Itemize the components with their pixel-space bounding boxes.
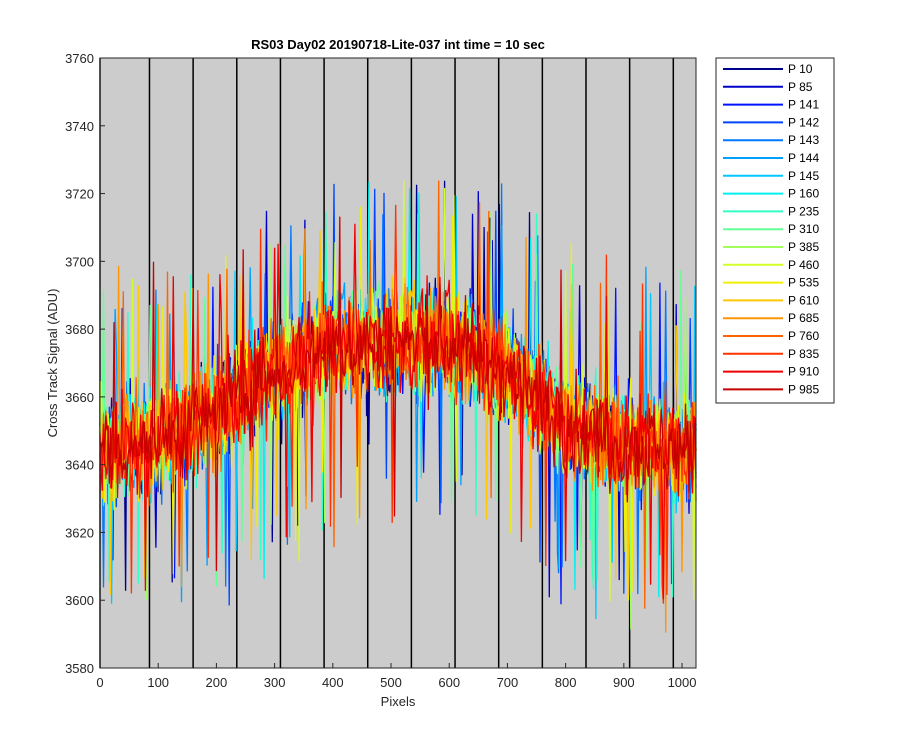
y-tick-label: 3660 [65, 390, 94, 405]
legend-label: P 310 [788, 222, 819, 236]
legend-label: P 535 [788, 276, 819, 290]
x-tick-label: 0 [96, 675, 103, 690]
legend-label: P 142 [788, 115, 819, 129]
y-tick-label: 3640 [65, 458, 94, 473]
legend-label: P 460 [788, 258, 819, 272]
x-tick-label: 700 [497, 675, 519, 690]
legend-label: P 160 [788, 187, 819, 201]
x-tick-label: 600 [438, 675, 460, 690]
x-tick-label: 100 [147, 675, 169, 690]
y-tick-label: 3720 [65, 187, 94, 202]
x-axis-ticks: 0 100 200 300 400 500 600 700 800 900 1000 [96, 663, 696, 690]
legend-label: P 835 [788, 347, 819, 361]
legend-label: P 85 [788, 80, 813, 94]
y-tick-label: 3700 [65, 254, 94, 269]
x-tick-label: 800 [555, 675, 577, 690]
y-tick-label: 3740 [65, 119, 94, 134]
legend-label: P 910 [788, 365, 819, 379]
x-tick-label: 900 [613, 675, 635, 690]
legend-label: P 685 [788, 311, 819, 325]
legend-box [715, 57, 835, 404]
legend-label: P 235 [788, 204, 819, 218]
plot-frame [99, 57, 697, 669]
legend-label: P 143 [788, 133, 819, 147]
y-tick-label: 3580 [65, 661, 94, 676]
x-axis-label: Pixels [381, 694, 416, 709]
x-tick-label: 200 [206, 675, 228, 690]
legend-label: P 385 [788, 240, 819, 254]
x-tick-label: 300 [264, 675, 286, 690]
y-tick-label: 3620 [65, 525, 94, 540]
x-tick-label: 500 [380, 675, 402, 690]
legend-label: P 10 [788, 62, 813, 76]
legend-label: P 985 [788, 382, 819, 396]
chart-title: RS03 Day02 20190718-Lite-037 int time = … [251, 37, 545, 52]
series-line [99, 216, 697, 572]
series-lines [99, 180, 697, 633]
y-tick-label: 3680 [65, 322, 94, 337]
y-axis-ticks: 3580 3600 3620 3640 3660 3680 3700 3720 3740 3760 [65, 51, 105, 676]
legend-label: P 610 [788, 293, 819, 307]
y-axis-label: Cross Track Signal (ADU) [45, 289, 60, 438]
legend-label: P 141 [788, 98, 819, 112]
x-tick-label: 400 [322, 675, 344, 690]
legend: P 10 P 85 P 141 P 142 P 143 P 144 P 145 P 160 P … [715, 57, 835, 404]
y-tick-label: 3760 [65, 51, 94, 66]
y-tick-label: 3600 [65, 593, 94, 608]
legend-label: P 760 [788, 329, 819, 343]
x-tick-label: 1000 [668, 675, 697, 690]
legend-label: P 144 [788, 151, 819, 165]
legend-label: P 145 [788, 169, 819, 183]
